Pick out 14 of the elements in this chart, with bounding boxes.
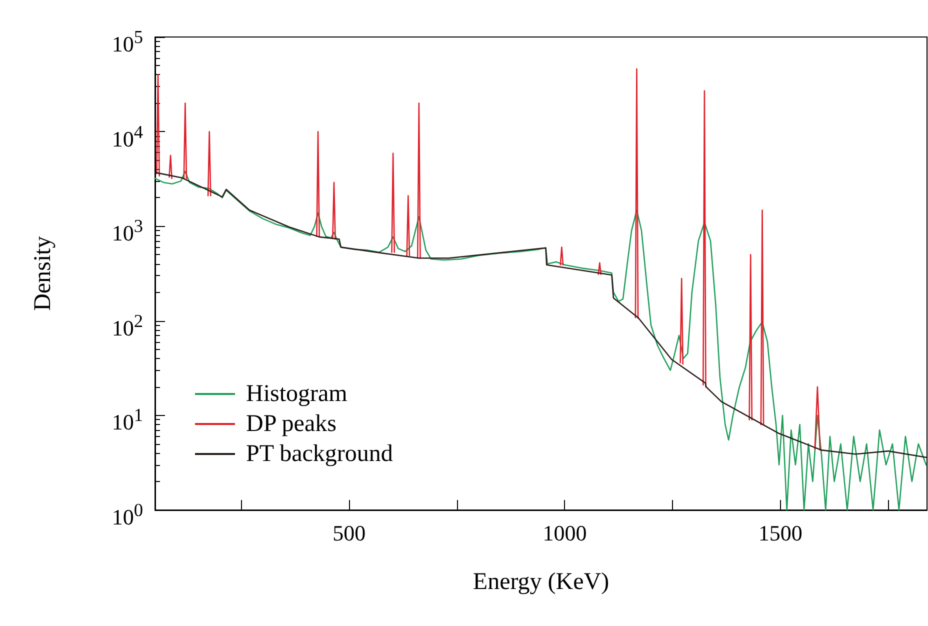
- y-tick-label: 10$^{0}$: [112, 499, 143, 530]
- legend-label: DP peaks: [246, 411, 336, 437]
- y-tick-label: 10$^{1}$: [112, 404, 143, 435]
- x-axis-title: Energy (KeV): [472, 569, 610, 595]
- x-tick-label: 500: [332, 520, 366, 546]
- y-axis-title: Density: [30, 236, 56, 311]
- legend-label: PT background: [246, 441, 393, 467]
- y-tick-label: 10$^{3}$: [112, 215, 143, 246]
- legend-label: Histogram: [246, 381, 348, 407]
- y-tick-label: 10$^{4}$: [112, 120, 143, 151]
- x-tick-label: 1000: [542, 520, 587, 546]
- x-tick-label: 1500: [758, 520, 802, 546]
- y-tick-label: 10$^{5}$: [112, 26, 143, 56]
- y-tick-label: 10$^{2}$: [112, 310, 143, 340]
